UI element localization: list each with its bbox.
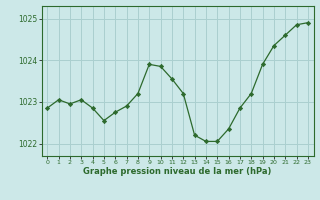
X-axis label: Graphe pression niveau de la mer (hPa): Graphe pression niveau de la mer (hPa): [84, 167, 272, 176]
